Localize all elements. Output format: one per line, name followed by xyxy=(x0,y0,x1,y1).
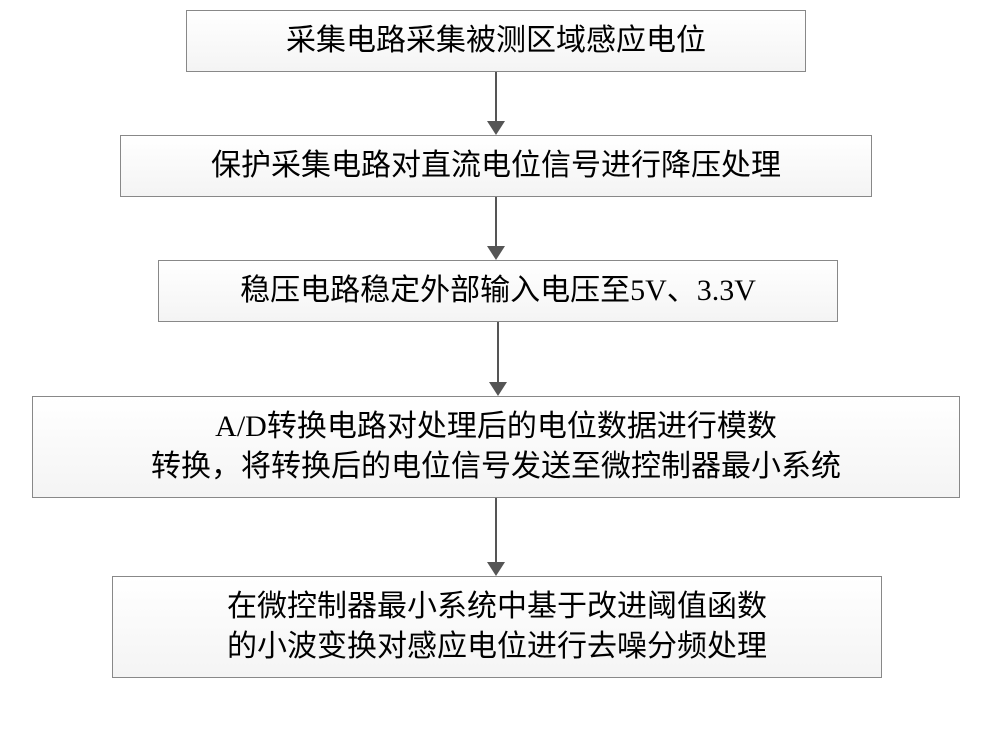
flow-node-label: 稳压电路稳定外部输入电压至5V、3.3V xyxy=(240,271,756,312)
flow-node-n2: 保护采集电路对直流电位信号进行降压处理 xyxy=(120,135,872,197)
flow-arrow-head-icon xyxy=(487,246,505,260)
flow-node-label: 采集电路采集被测区域感应电位 xyxy=(286,21,706,62)
flow-node-n1: 采集电路采集被测区域感应电位 xyxy=(186,10,806,72)
flowchart-container: 采集电路采集被测区域感应电位保护采集电路对直流电位信号进行降压处理稳压电路稳定外… xyxy=(0,0,1000,748)
flow-node-label: 保护采集电路对直流电位信号进行降压处理 xyxy=(211,146,781,187)
flow-node-n5: 在微控制器最小系统中基于改进阈值函数 的小波变换对感应电位进行去噪分频处理 xyxy=(112,576,882,678)
flow-arrow-head-icon xyxy=(489,382,507,396)
flow-arrow-head-icon xyxy=(487,562,505,576)
flow-arrow-line xyxy=(495,197,497,246)
flow-node-label: A/D转换电路对处理后的电位数据进行模数 转换，将转换后的电位信号发送至微控制器… xyxy=(151,407,841,488)
flow-arrow-line xyxy=(495,498,497,562)
flow-node-label: 在微控制器最小系统中基于改进阈值函数 的小波变换对感应电位进行去噪分频处理 xyxy=(227,587,767,668)
flow-node-n3: 稳压电路稳定外部输入电压至5V、3.3V xyxy=(158,260,838,322)
flow-arrow-head-icon xyxy=(487,121,505,135)
flow-node-n4: A/D转换电路对处理后的电位数据进行模数 转换，将转换后的电位信号发送至微控制器… xyxy=(32,396,960,498)
flow-arrow-line xyxy=(497,322,499,382)
flow-arrow-line xyxy=(495,72,497,121)
